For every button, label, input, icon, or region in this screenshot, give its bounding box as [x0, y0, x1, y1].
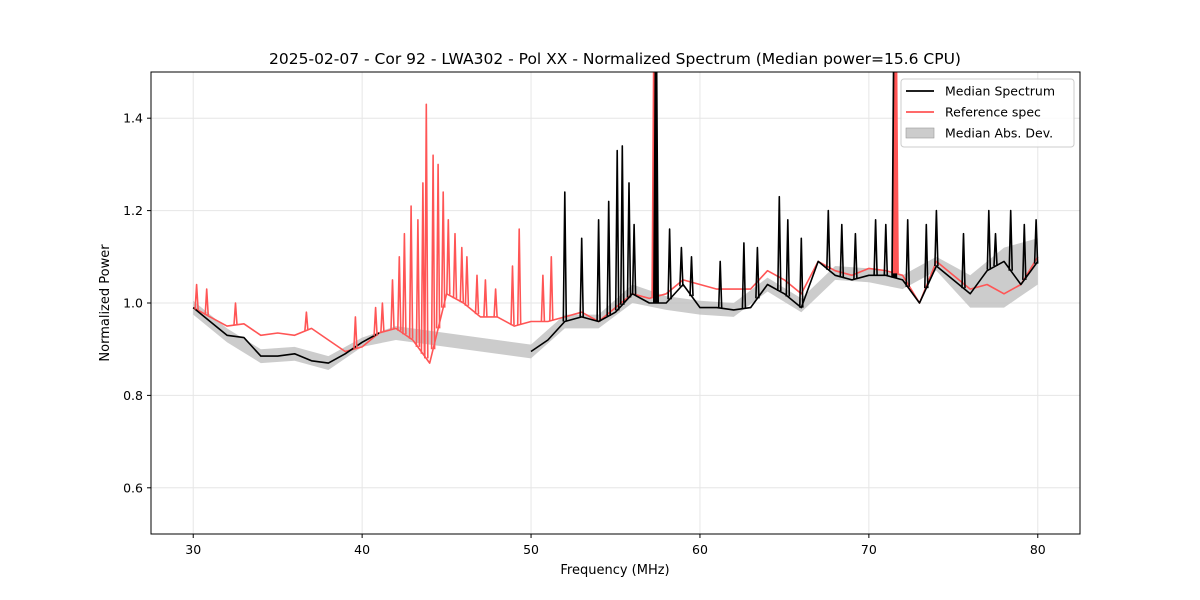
reference-spike — [510, 265, 515, 326]
reference-spike — [353, 316, 358, 349]
reference-spike — [549, 256, 554, 321]
reference-spike — [424, 103, 429, 359]
reference-spike — [415, 219, 421, 347]
median-spike — [961, 232, 966, 289]
median-spike — [626, 182, 632, 298]
median-spike — [689, 256, 694, 297]
legend-label: Reference spec — [945, 105, 1041, 120]
median-spike — [631, 223, 637, 295]
median-spike — [905, 219, 910, 287]
reference-spike — [892, 72, 899, 274]
y-tick-label: 1.4 — [123, 111, 143, 126]
x-tick-label: 60 — [692, 542, 708, 557]
reference-spike — [440, 191, 446, 308]
spike-layer — [194, 72, 1039, 359]
y-axis-ticks: 0.6 0.8 1.0 1.2 1.4 — [123, 111, 151, 495]
x-tick-label: 50 — [523, 542, 539, 557]
reference-spike — [402, 232, 407, 335]
median-spike — [777, 195, 782, 292]
median-spike — [679, 246, 684, 287]
reference-spike — [435, 163, 441, 329]
y-tick-label: 1.2 — [123, 203, 143, 218]
median-spike — [993, 232, 998, 267]
median-spike — [1022, 223, 1027, 280]
x-tick-label: 80 — [1030, 542, 1046, 557]
y-tick-label: 1.0 — [123, 296, 143, 311]
x-tick-label: 40 — [354, 542, 370, 557]
median-spike — [1008, 209, 1013, 271]
median-spike — [755, 246, 760, 299]
median-spike — [596, 219, 601, 322]
median-spike — [839, 223, 845, 278]
y-tick-label: 0.8 — [123, 388, 143, 403]
legend-label: Median Spectrum — [945, 84, 1055, 99]
x-tick-label: 30 — [185, 542, 201, 557]
reference-spike — [420, 182, 426, 354]
median-spike — [606, 200, 611, 316]
reference-spike — [493, 288, 498, 317]
x-axis-label: Frequency (MHz) — [560, 563, 669, 578]
median-spike — [873, 219, 878, 276]
median-spectrum-line — [192, 260, 1039, 364]
median-spike — [826, 209, 831, 270]
median-spike — [785, 219, 791, 297]
median-spike — [986, 209, 992, 270]
reference-spike — [516, 228, 522, 325]
reference-spike — [204, 288, 209, 316]
median-spike — [934, 209, 939, 267]
median-spike — [799, 237, 804, 308]
median-spike — [653, 72, 659, 304]
median-spike — [717, 260, 723, 309]
legend: Median Spectrum Reference spec Median Abs.… — [900, 78, 1075, 148]
reference-spike — [397, 256, 402, 331]
legend-box — [900, 78, 1075, 148]
median-spike — [579, 237, 584, 317]
reference-spike — [233, 302, 238, 325]
reference-spike — [390, 279, 395, 330]
median-spike — [883, 223, 889, 276]
reference-spike — [474, 274, 480, 315]
legend-label: Median Abs. Dev. — [945, 126, 1053, 141]
reference-spike — [540, 274, 546, 322]
chart-title: 2025-02-07 - Cor 92 - LWA302 - Pol XX - … — [269, 50, 961, 68]
y-tick-label: 0.6 — [123, 480, 143, 495]
reference-spike — [408, 205, 414, 339]
reference-spike — [304, 311, 309, 331]
reference-spike — [464, 256, 470, 306]
x-tick-label: 70 — [861, 542, 877, 557]
reference-spike — [194, 283, 199, 310]
median-spike — [741, 242, 747, 309]
x-axis-ticks: 30 40 50 60 70 80 — [185, 534, 1046, 557]
y-axis-label: Normalized Power — [98, 244, 113, 362]
reference-spike — [430, 154, 436, 350]
median-spike — [1033, 219, 1039, 264]
median-spike — [620, 145, 625, 305]
reference-spike — [380, 302, 385, 333]
reference-spike — [373, 306, 378, 336]
median-spike — [614, 149, 620, 311]
median-spike — [924, 223, 929, 289]
plot-area — [192, 72, 1039, 370]
median-spike — [853, 232, 858, 280]
reference-spike — [483, 279, 488, 317]
reference-spike — [446, 219, 451, 295]
median-spike — [667, 228, 672, 300]
legend-swatch-band — [905, 127, 935, 139]
reference-spike — [452, 232, 458, 299]
reference-spike — [459, 246, 465, 303]
median-spike — [562, 191, 568, 322]
